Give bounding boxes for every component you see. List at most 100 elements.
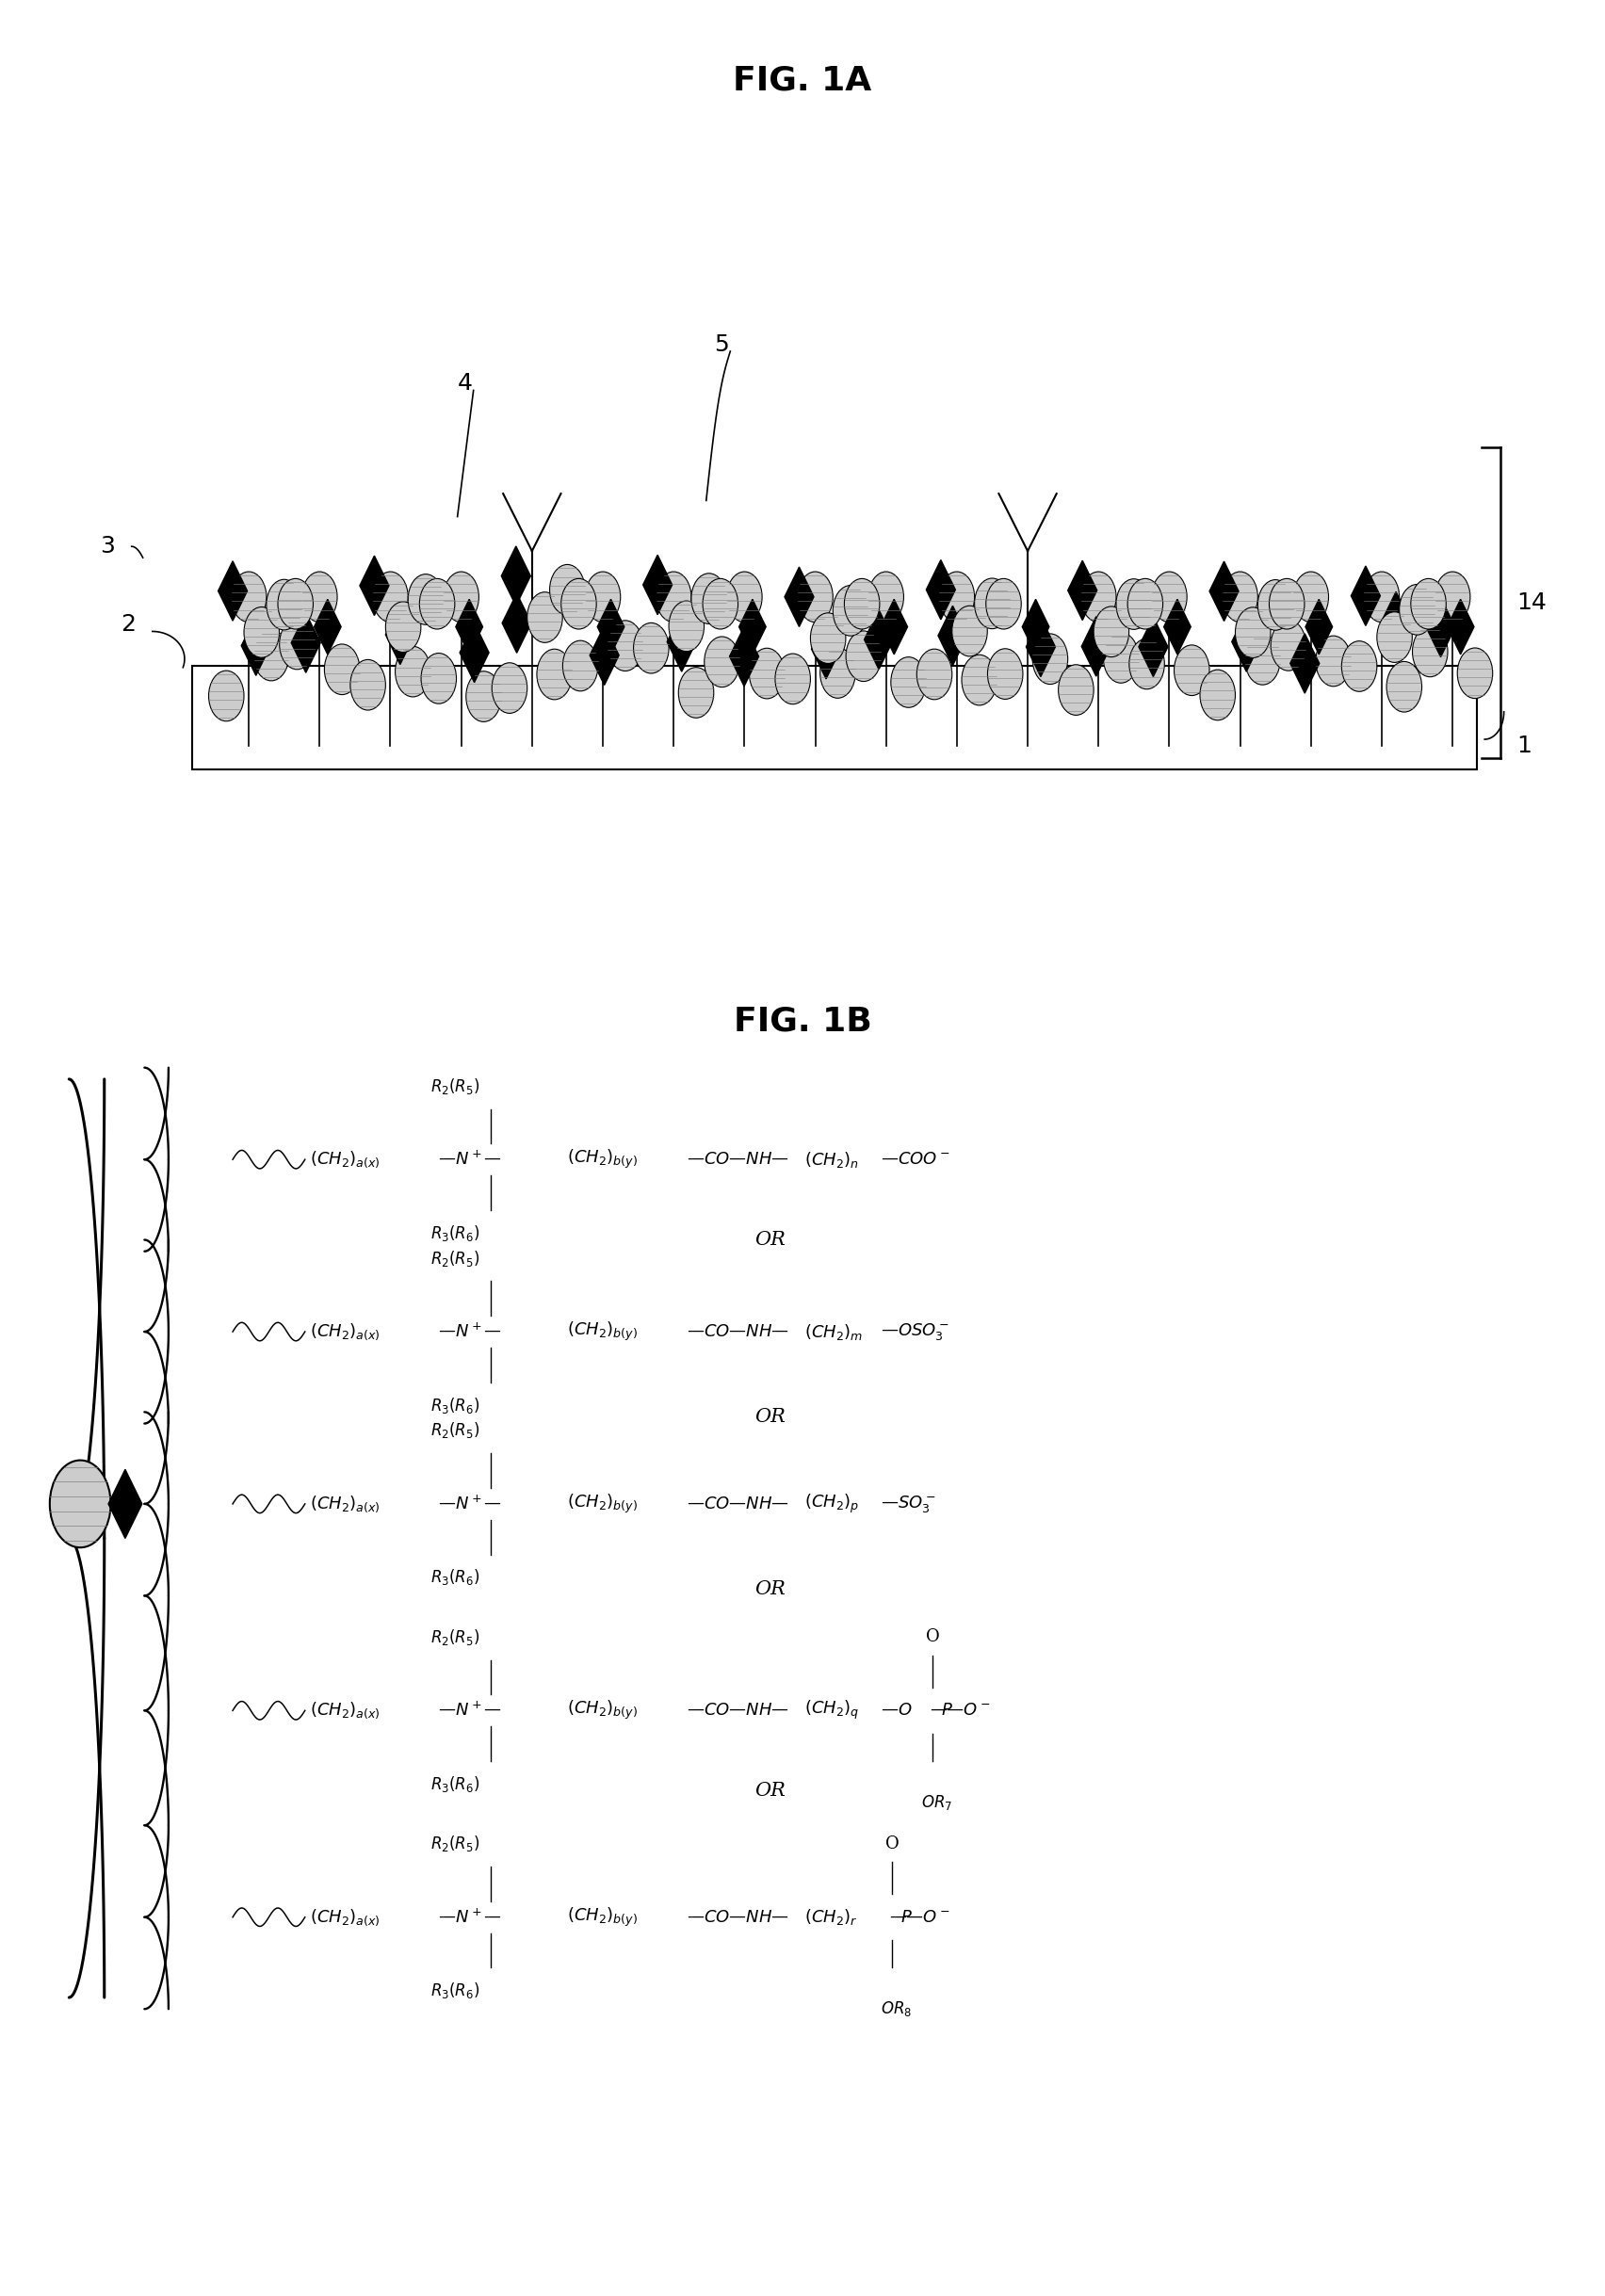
- Text: $(CH_2)_{n}$: $(CH_2)_{n}$: [804, 1150, 859, 1169]
- Circle shape: [1103, 631, 1138, 682]
- Polygon shape: [863, 611, 894, 670]
- Circle shape: [985, 579, 1021, 629]
- Circle shape: [526, 592, 562, 643]
- Circle shape: [1130, 638, 1165, 689]
- Text: $(CH_2)_{r}$: $(CH_2)_{r}$: [804, 1908, 857, 1926]
- Text: $—OSO_3^-$: $—OSO_3^-$: [881, 1320, 950, 1343]
- Circle shape: [939, 572, 974, 622]
- Polygon shape: [1382, 592, 1411, 652]
- Polygon shape: [1210, 560, 1239, 620]
- Circle shape: [421, 652, 456, 703]
- Circle shape: [1093, 606, 1128, 657]
- Circle shape: [385, 602, 421, 652]
- Circle shape: [1411, 579, 1446, 629]
- Circle shape: [408, 574, 443, 625]
- Text: 2: 2: [120, 613, 135, 636]
- Text: $(CH_2)_{a(x)}$: $(CH_2)_{a(x)}$: [310, 1322, 380, 1341]
- Polygon shape: [1067, 560, 1098, 620]
- Polygon shape: [1164, 599, 1191, 654]
- Circle shape: [1364, 572, 1400, 622]
- Circle shape: [1271, 620, 1306, 670]
- Circle shape: [536, 650, 571, 700]
- Polygon shape: [738, 599, 766, 654]
- Circle shape: [244, 606, 279, 657]
- Text: $—SO_3^-$: $—SO_3^-$: [881, 1492, 936, 1515]
- Polygon shape: [502, 592, 531, 652]
- Text: $—COO^-$: $—COO^-$: [881, 1150, 950, 1169]
- Polygon shape: [109, 1469, 143, 1538]
- Circle shape: [549, 565, 584, 615]
- Text: $—N^+—$: $—N^+—$: [438, 1701, 502, 1720]
- Text: $—N^+—$: $—N^+—$: [438, 1495, 502, 1513]
- Text: $—N^+—$: $—N^+—$: [438, 1908, 502, 1926]
- Circle shape: [703, 579, 738, 629]
- Circle shape: [868, 572, 904, 622]
- Circle shape: [692, 574, 727, 625]
- Text: $R_3(R_6)$: $R_3(R_6)$: [430, 1224, 480, 1242]
- Circle shape: [679, 668, 714, 719]
- Text: $—CO—NH—$: $—CO—NH—$: [687, 1701, 790, 1720]
- Text: OR: OR: [754, 1231, 786, 1249]
- Circle shape: [916, 650, 952, 700]
- Polygon shape: [456, 599, 483, 654]
- Polygon shape: [1022, 599, 1050, 654]
- Circle shape: [1152, 572, 1188, 622]
- Polygon shape: [1351, 567, 1380, 627]
- Circle shape: [820, 647, 855, 698]
- Text: $(CH_2)_{p}$: $(CH_2)_{p}$: [804, 1492, 859, 1515]
- Circle shape: [1387, 661, 1422, 712]
- Circle shape: [891, 657, 926, 707]
- Text: $R_2(R_5)$: $R_2(R_5)$: [430, 1628, 480, 1646]
- Circle shape: [279, 620, 315, 670]
- Circle shape: [1316, 636, 1351, 687]
- Circle shape: [1223, 572, 1258, 622]
- Polygon shape: [589, 625, 620, 684]
- Circle shape: [1435, 572, 1470, 622]
- Circle shape: [324, 645, 360, 696]
- Circle shape: [465, 670, 501, 721]
- Text: $—O$: $—O$: [881, 1701, 913, 1720]
- Circle shape: [987, 650, 1022, 700]
- Text: $(CH_2)_{m}$: $(CH_2)_{m}$: [804, 1322, 863, 1341]
- Text: $OR_7$: $OR_7$: [921, 1793, 952, 1812]
- Polygon shape: [241, 615, 271, 675]
- Circle shape: [372, 572, 408, 622]
- Circle shape: [846, 631, 881, 682]
- Polygon shape: [881, 599, 907, 654]
- Polygon shape: [730, 627, 759, 687]
- Polygon shape: [597, 599, 624, 654]
- Circle shape: [974, 579, 1010, 629]
- Polygon shape: [1290, 634, 1319, 693]
- Circle shape: [1412, 627, 1448, 677]
- Polygon shape: [668, 613, 697, 673]
- Text: 3: 3: [100, 535, 114, 558]
- Circle shape: [1400, 585, 1435, 636]
- Polygon shape: [1231, 613, 1262, 673]
- Circle shape: [563, 641, 599, 691]
- Circle shape: [209, 670, 244, 721]
- Text: FIG. 1B: FIG. 1B: [733, 1006, 872, 1038]
- Circle shape: [811, 613, 846, 664]
- Text: $—CO—NH—$: $—CO—NH—$: [687, 1150, 790, 1169]
- Text: $—N^+—$: $—N^+—$: [438, 1322, 502, 1341]
- Circle shape: [669, 602, 705, 652]
- Circle shape: [1258, 579, 1294, 629]
- Text: $—\!\!P\!\!—O^-$: $—\!\!P\!\!—O^-$: [889, 1908, 950, 1926]
- Text: $(CH_2)_{a(x)}$: $(CH_2)_{a(x)}$: [310, 1701, 380, 1720]
- Circle shape: [1080, 572, 1115, 622]
- Circle shape: [586, 572, 621, 622]
- Circle shape: [608, 620, 644, 670]
- Circle shape: [844, 579, 880, 629]
- Text: OR: OR: [754, 1580, 786, 1598]
- Circle shape: [1294, 572, 1329, 622]
- Polygon shape: [785, 567, 814, 627]
- Polygon shape: [1305, 599, 1332, 654]
- Circle shape: [50, 1460, 111, 1548]
- Circle shape: [231, 572, 266, 622]
- Circle shape: [798, 572, 833, 622]
- Circle shape: [266, 579, 302, 629]
- Circle shape: [952, 606, 987, 657]
- Circle shape: [1058, 664, 1093, 714]
- Text: 4: 4: [457, 372, 472, 395]
- Circle shape: [562, 579, 597, 629]
